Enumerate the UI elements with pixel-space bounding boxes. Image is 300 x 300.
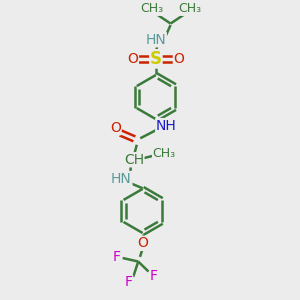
Text: HN: HN	[146, 33, 166, 47]
Text: CH: CH	[124, 153, 144, 167]
Text: CH₃: CH₃	[178, 2, 201, 15]
Text: F: F	[124, 275, 133, 289]
Text: CH₃: CH₃	[140, 2, 163, 15]
Text: O: O	[110, 121, 121, 135]
Text: S: S	[150, 50, 162, 68]
Text: F: F	[150, 269, 158, 283]
Text: F: F	[113, 250, 121, 264]
Text: NH: NH	[156, 118, 177, 133]
Text: O: O	[137, 236, 148, 250]
Text: O: O	[128, 52, 138, 66]
Text: HN: HN	[111, 172, 132, 186]
Text: O: O	[173, 52, 184, 66]
Text: CH₃: CH₃	[153, 147, 176, 160]
